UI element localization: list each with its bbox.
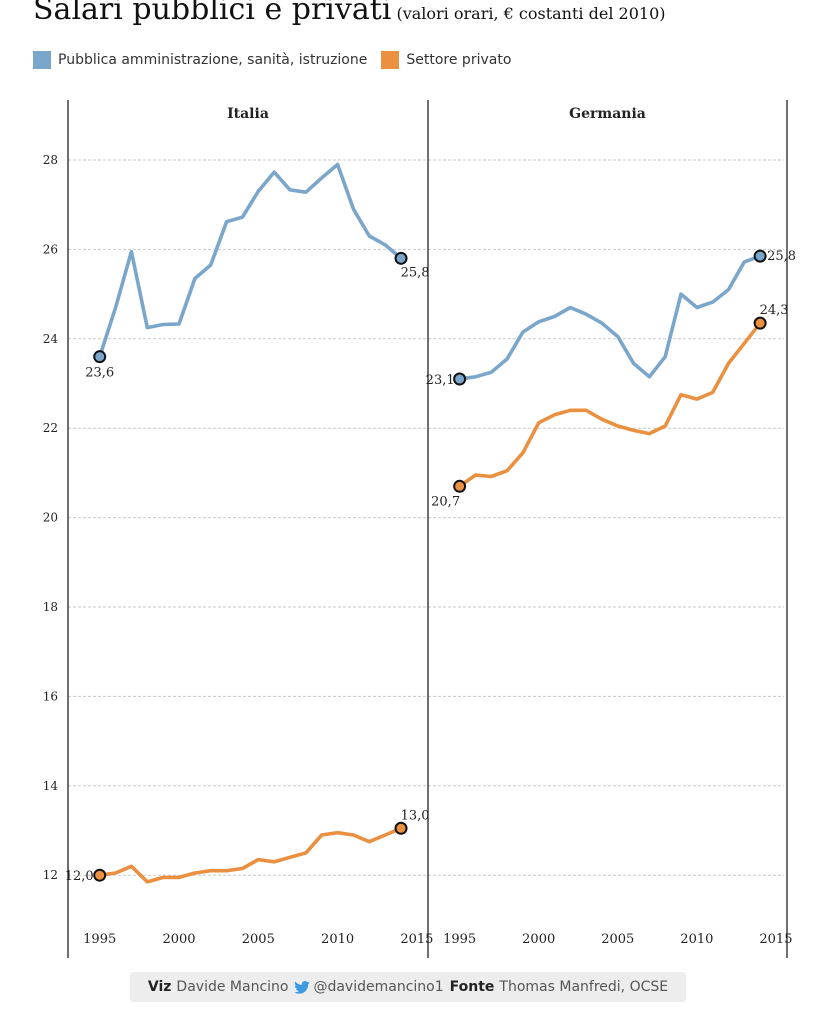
y-tick-label: 16: [43, 689, 58, 703]
y-tick-label: 26: [43, 242, 58, 256]
chart-title: Salari pubblici e privati: [33, 0, 392, 27]
x-tick-label: 2015: [400, 932, 433, 947]
viz-label: Viz: [147, 979, 172, 995]
x-tick-label: 1995: [83, 932, 116, 947]
legend-swatch-public: [33, 51, 51, 69]
series-end-point: [753, 249, 767, 263]
series-end-label: 24,3: [760, 303, 789, 318]
series-start-label: 20,7: [431, 494, 460, 509]
source-label: Fonte: [449, 979, 495, 995]
x-tick-label: 2010: [321, 932, 354, 947]
panel-title: Italia: [227, 106, 269, 122]
y-tick-label: 22: [43, 421, 58, 435]
y-tick-label: 28: [43, 153, 58, 167]
y-tick-label: 24: [43, 332, 59, 346]
y-tick-label: 12: [43, 868, 58, 882]
x-tick-label: 2000: [522, 932, 555, 947]
x-tick-label: 2000: [162, 932, 195, 947]
legend-label-private: Settore privato: [406, 52, 512, 68]
legend-label-public: Pubblica amministrazione, sanità, istruz…: [58, 52, 368, 68]
y-tick-label: 18: [43, 600, 58, 614]
series-end-label: 25,8: [767, 249, 796, 264]
legend-item-private[interactable]: Settore privato: [381, 51, 511, 69]
viz-name: Davide Mancino: [176, 979, 289, 995]
legend-item-public[interactable]: Pubblica amministrazione, sanità, istruz…: [33, 51, 367, 69]
twitter-handle[interactable]: @davidemancino1: [313, 979, 444, 995]
credits-footer: Viz Davide Mancino @davidemancino1 Fonte…: [130, 972, 686, 1002]
series-start-label: 23,6: [85, 366, 114, 381]
legend: Pubblica amministrazione, sanità, istruz…: [33, 50, 525, 70]
panel-title: Germania: [569, 106, 646, 122]
x-tick-label: 1995: [443, 932, 476, 947]
series-start-point: [453, 479, 467, 493]
series-line-public: [97, 162, 403, 359]
legend-swatch-private: [381, 51, 400, 69]
series-start-point: [453, 372, 467, 386]
series-start-point: [93, 868, 107, 882]
x-tick-label: 2005: [242, 932, 275, 947]
twitter-bird-icon: [294, 980, 311, 994]
series-line-private: [457, 321, 762, 489]
source-name: Thomas Manfredi, OCSE: [499, 979, 669, 995]
x-tick-label: 2005: [601, 932, 634, 947]
y-tick-label: 14: [43, 779, 59, 793]
y-tick-label: 20: [43, 511, 58, 525]
series-start-label: 12,0: [65, 869, 94, 884]
chart-subtitle: (valori orari, € costanti del 2010): [396, 4, 666, 23]
chart-title-block: Salari pubblici e privati (valori orari,…: [33, 0, 665, 27]
series-start-label: 23,1: [426, 373, 455, 388]
series-end-point: [753, 316, 767, 330]
series-line-private: [97, 826, 403, 884]
x-tick-label: 2015: [759, 932, 792, 947]
series-start-point: [93, 350, 107, 364]
series-end-label: 25,8: [401, 265, 430, 280]
x-tick-label: 2010: [680, 932, 713, 947]
series-line-public: [457, 254, 762, 381]
series-end-point: [394, 821, 408, 835]
series-end-point: [394, 251, 408, 265]
series-end-label: 13,0: [401, 808, 430, 823]
